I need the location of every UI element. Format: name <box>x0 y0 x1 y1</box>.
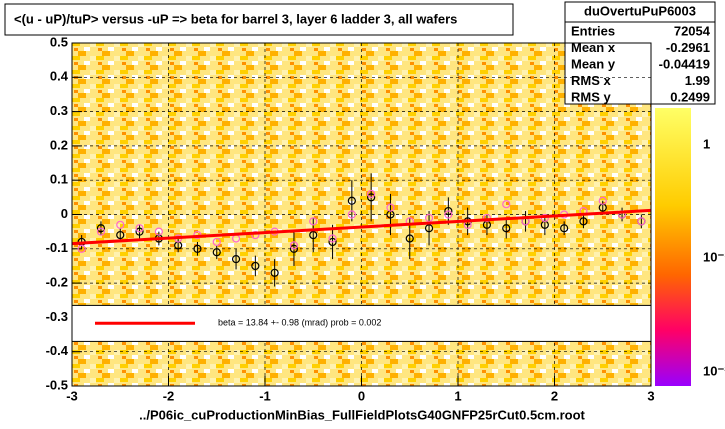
data-point <box>367 193 376 202</box>
data-point <box>367 189 376 199</box>
stats-value: -0.2961 <box>666 40 710 55</box>
data-point <box>637 217 646 226</box>
stats-value: 0.2499 <box>670 89 710 104</box>
data-point <box>405 234 414 243</box>
x-tick-label: -3 <box>66 388 78 403</box>
data-point <box>135 224 144 233</box>
x-tick-label: 2 <box>551 388 558 403</box>
x-tick-label: -1 <box>259 388 271 403</box>
data-point <box>328 237 337 247</box>
stats-key: Entries <box>571 23 615 38</box>
data-point <box>193 244 202 253</box>
data-point <box>347 196 356 205</box>
data-point <box>251 261 260 271</box>
stats-key: RMS y <box>571 89 612 104</box>
data-point <box>289 244 299 253</box>
data-point <box>116 220 125 229</box>
y-tick-label: 0.4 <box>50 69 69 84</box>
data-point <box>96 224 106 233</box>
y-tick-label: -0.2 <box>46 275 68 290</box>
data-point <box>386 203 395 212</box>
x-axis-label: ../P06ic_cuProductionMinBias_FullFieldPl… <box>139 407 585 422</box>
stats-key: Mean x <box>571 40 616 55</box>
palette-label: 10⁻² <box>703 363 725 378</box>
stats-key: Mean y <box>571 56 616 71</box>
legend-label: beta = 13.84 +- 0.98 (mrad) prob = 0.002 <box>218 318 381 328</box>
x-tick-label: 1 <box>454 388 461 403</box>
stats-value: -0.04419 <box>659 56 710 71</box>
data-point <box>231 254 241 264</box>
data-point <box>444 210 453 219</box>
data-point <box>116 230 125 240</box>
data-point <box>289 241 299 250</box>
stats-value: 1.99 <box>685 73 710 88</box>
data-point <box>309 230 318 240</box>
palette-label: 1 <box>703 136 710 151</box>
palette-label: 10⁻¹ <box>703 249 725 264</box>
stats-box <box>564 1 716 105</box>
data-point <box>135 227 144 236</box>
data-point <box>424 224 434 233</box>
data-point <box>579 217 588 226</box>
data-point <box>270 268 279 277</box>
x-tick-label: 0 <box>358 388 365 403</box>
y-tick-label: 0.1 <box>50 172 68 187</box>
data-point <box>328 234 337 243</box>
fit-line <box>71 208 652 246</box>
palette <box>655 108 691 386</box>
stats-key: RMS x <box>571 73 612 88</box>
chart-title: <(u - uP)/tuP> versus -uP => beta for ba… <box>14 11 457 26</box>
data-point <box>560 224 569 233</box>
stats-name: duOvertuPuP6003 <box>584 3 696 18</box>
data-point <box>212 237 221 247</box>
stats-value: 72054 <box>674 23 711 38</box>
data-point <box>96 227 106 236</box>
y-tick-label: 0.3 <box>50 103 68 118</box>
data-point <box>77 244 86 253</box>
data-point <box>309 217 318 226</box>
data-point <box>444 206 453 216</box>
y-tick-label: 0 <box>61 206 68 221</box>
y-tick-label: -0.3 <box>46 309 68 324</box>
x-tick-label: 3 <box>647 388 654 403</box>
data-point <box>251 230 260 240</box>
y-tick-label: -0.5 <box>46 377 68 392</box>
y-tick-label: 0.5 <box>50 34 68 49</box>
data-point <box>502 224 511 233</box>
y-tick-label: -0.4 <box>46 343 69 358</box>
y-tick-label: -0.1 <box>46 240 68 255</box>
data-point <box>598 196 607 205</box>
data-point <box>424 213 434 223</box>
data-point <box>154 227 163 236</box>
data-point <box>482 213 492 223</box>
x-tick-label: -2 <box>163 388 175 403</box>
data-point <box>212 248 221 257</box>
plot-frame <box>71 42 652 387</box>
y-tick-label: 0.2 <box>50 137 68 152</box>
data-point <box>502 200 511 209</box>
data-point <box>347 210 356 219</box>
title-box <box>4 3 514 36</box>
